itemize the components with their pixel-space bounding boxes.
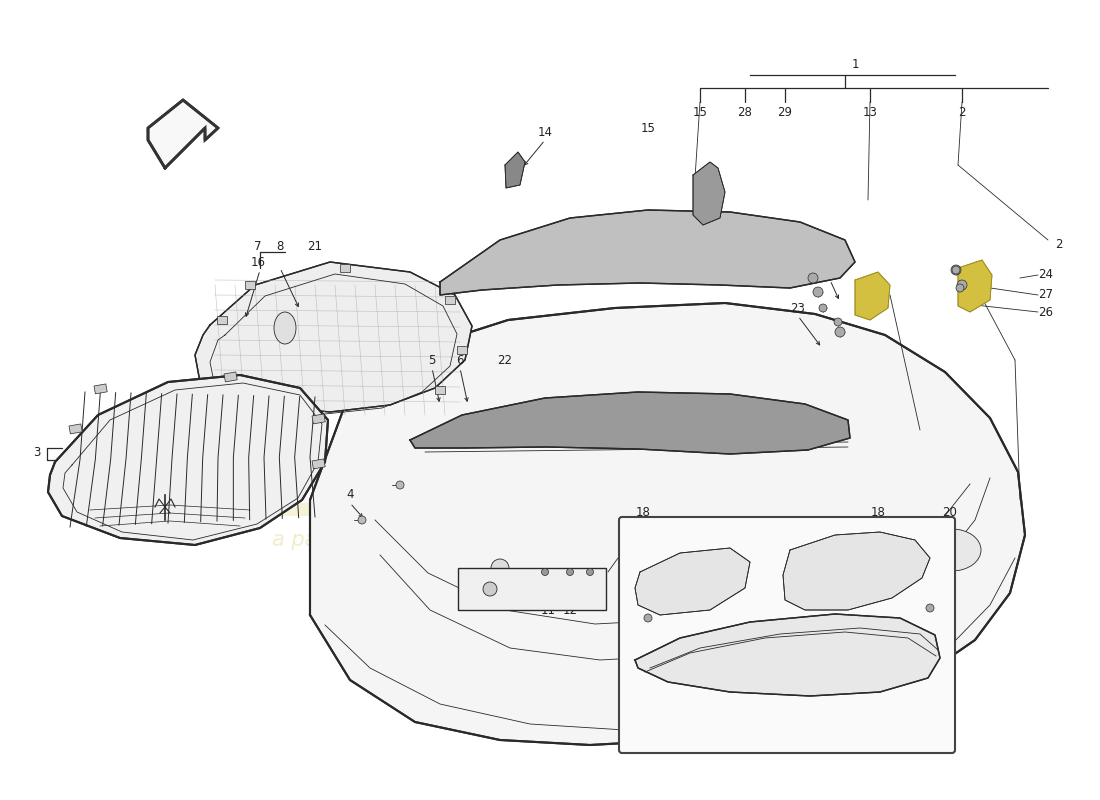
Text: 13: 13 — [862, 106, 878, 119]
Text: ELEGANCE: ELEGANCE — [154, 444, 706, 536]
Ellipse shape — [923, 529, 981, 571]
Polygon shape — [783, 532, 930, 610]
Bar — [94, 384, 107, 394]
Text: 10: 10 — [618, 551, 632, 565]
Text: 21: 21 — [308, 239, 322, 253]
Text: 7: 7 — [254, 239, 262, 253]
Bar — [69, 424, 82, 434]
Text: 3: 3 — [33, 446, 41, 458]
Text: 8: 8 — [276, 239, 284, 253]
Ellipse shape — [491, 559, 509, 577]
Polygon shape — [410, 392, 850, 454]
Text: 6: 6 — [456, 354, 464, 366]
Ellipse shape — [820, 304, 827, 312]
Bar — [224, 372, 238, 382]
Text: 16: 16 — [251, 255, 265, 269]
Text: 20: 20 — [636, 658, 650, 671]
Text: 22: 22 — [497, 354, 513, 366]
Bar — [434, 386, 446, 394]
Text: 29: 29 — [778, 106, 792, 119]
Text: 17: 17 — [652, 690, 668, 702]
Text: 15: 15 — [693, 106, 707, 119]
Ellipse shape — [957, 280, 967, 290]
Text: 25: 25 — [823, 266, 837, 278]
Text: 2: 2 — [958, 106, 966, 119]
Text: 18: 18 — [870, 506, 886, 518]
Polygon shape — [635, 614, 940, 696]
Polygon shape — [310, 303, 1025, 745]
Text: 5: 5 — [428, 354, 436, 366]
Ellipse shape — [274, 312, 296, 344]
Ellipse shape — [808, 273, 818, 283]
Ellipse shape — [813, 287, 823, 297]
Ellipse shape — [952, 266, 960, 274]
Bar — [312, 414, 326, 424]
FancyBboxPatch shape — [619, 517, 955, 753]
Bar — [446, 296, 455, 304]
Text: 20: 20 — [943, 506, 957, 518]
Bar — [245, 281, 255, 289]
Bar — [217, 316, 227, 324]
Ellipse shape — [952, 265, 961, 275]
Text: 28: 28 — [738, 106, 752, 119]
Polygon shape — [958, 260, 992, 312]
Polygon shape — [693, 162, 725, 225]
Ellipse shape — [396, 481, 404, 489]
Ellipse shape — [566, 569, 573, 575]
Polygon shape — [505, 152, 525, 188]
Text: 19: 19 — [640, 709, 656, 722]
Text: 24: 24 — [1038, 269, 1053, 282]
Ellipse shape — [644, 614, 652, 622]
Ellipse shape — [541, 569, 549, 575]
Text: 14: 14 — [538, 126, 552, 138]
Text: 15: 15 — [640, 122, 656, 134]
Polygon shape — [855, 272, 890, 320]
Text: 18: 18 — [636, 506, 650, 518]
Text: 4: 4 — [346, 489, 354, 502]
Text: 9: 9 — [618, 566, 626, 578]
Text: 27: 27 — [1038, 289, 1053, 302]
Bar — [340, 264, 350, 272]
Bar — [312, 459, 326, 469]
Ellipse shape — [586, 569, 594, 575]
Ellipse shape — [956, 284, 964, 292]
Polygon shape — [48, 375, 328, 545]
Text: a passion for parts since 1925: a passion for parts since 1925 — [273, 530, 587, 550]
Polygon shape — [148, 100, 218, 168]
Ellipse shape — [926, 604, 934, 612]
Polygon shape — [440, 210, 855, 295]
Text: 1: 1 — [851, 58, 859, 71]
Bar — [456, 346, 468, 354]
Text: 12: 12 — [562, 603, 578, 617]
Ellipse shape — [483, 582, 497, 596]
Polygon shape — [635, 548, 750, 615]
Text: 11: 11 — [540, 603, 556, 617]
Ellipse shape — [358, 516, 366, 524]
Ellipse shape — [834, 318, 842, 326]
Text: 2: 2 — [1055, 238, 1063, 251]
Ellipse shape — [835, 327, 845, 337]
Text: 23: 23 — [791, 302, 805, 314]
Polygon shape — [195, 262, 472, 412]
Text: 26: 26 — [1038, 306, 1053, 318]
Bar — [458, 568, 606, 610]
